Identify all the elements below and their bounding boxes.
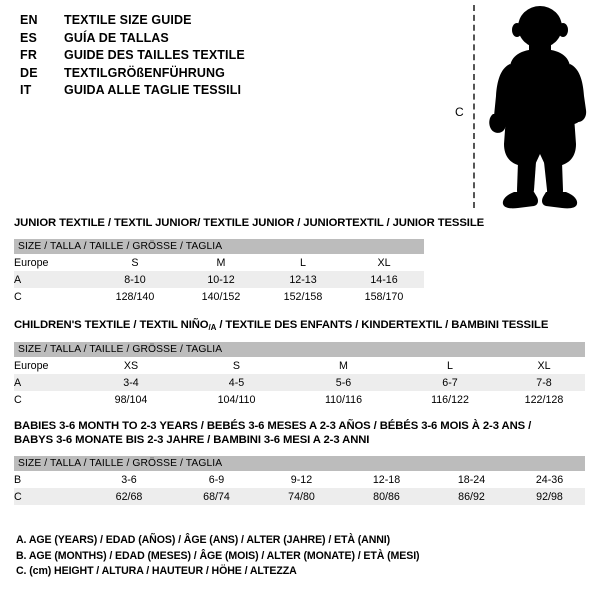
table-cell: 116/122 — [397, 391, 503, 408]
babies-size-table: SIZE / TALLA / TAILLE / GRÖSSE / TAGLIA … — [14, 456, 585, 505]
size-bar-row: SIZE / TALLA / TAILLE / GRÖSSE / TAGLIA — [14, 342, 585, 357]
size-bar-row: SIZE / TALLA / TAILLE / GRÖSSE / TAGLIA — [14, 239, 424, 254]
language-title: TEXTILE SIZE GUIDE — [64, 13, 192, 27]
language-title: TEXTILGRÖßENFÜHRUNG — [64, 65, 225, 80]
table-cell: 8-10 — [90, 271, 180, 288]
language-code: IT — [20, 83, 32, 97]
table-cell: S — [90, 254, 180, 271]
legend-line-c: C. (cm) HEIGHT / ALTURA / HAUTEUR / HÖHE… — [16, 565, 297, 577]
table-cell: 152/158 — [262, 288, 344, 305]
table-cell: 98/104 — [79, 391, 183, 408]
language-row: IT GUIDA ALLE TAGLIE TESSILI — [20, 83, 440, 101]
legend: A. AGE (YEARS) / EDAD (AÑOS) / ÂGE (ANS)… — [16, 533, 420, 580]
table-cell: XL — [503, 357, 585, 374]
table-row: A 8-10 10-12 12-13 14-16 — [14, 271, 424, 288]
table-cell: 6-7 — [397, 374, 503, 391]
language-title: GUÍA DE TALLAS — [64, 30, 169, 45]
table-cell: XL — [344, 254, 424, 271]
legend-line-b: B. AGE (MONTHS) / EDAD (MESES) / ÂGE (MO… — [16, 549, 420, 562]
table-row: A 3-4 4-5 5-6 6-7 7-8 — [14, 374, 585, 391]
table-cell: 110/116 — [290, 391, 397, 408]
height-illustration: C — [440, 0, 600, 215]
table-cell: 5-6 — [290, 374, 397, 391]
language-row: FR GUIDE DES TAILLES TEXTILE — [20, 48, 440, 66]
height-measure-dashed-line — [473, 5, 475, 208]
section-title-children-pre: CHILDREN'S TEXTILE / TEXTIL NIÑO — [14, 319, 209, 331]
table-cell: 18-24 — [429, 471, 514, 488]
table-cell: 14-16 — [344, 271, 424, 288]
table-cell: 86/92 — [429, 488, 514, 505]
table-cell: 12-13 — [262, 271, 344, 288]
section-title-babies-line1: BABIES 3-6 MONTH TO 2-3 YEARS / BEBÉS 3-… — [14, 420, 532, 432]
size-bar-row: SIZE / TALLA / TAILLE / GRÖSSE / TAGLIA — [14, 456, 585, 471]
section-title-junior: JUNIOR TEXTILE / TEXTIL JUNIOR/ TEXTILE … — [14, 217, 485, 229]
table-cell: L — [397, 357, 503, 374]
table-cell: M — [290, 357, 397, 374]
table-cell: 92/98 — [514, 488, 585, 505]
row-label: A — [14, 271, 90, 288]
size-bar-label: SIZE / TALLA / TAILLE / GRÖSSE / TAGLIA — [14, 342, 585, 357]
table-cell: 74/80 — [259, 488, 344, 505]
table-cell: 68/74 — [174, 488, 259, 505]
table-cell: 7-8 — [503, 374, 585, 391]
section-title-children: CHILDREN'S TEXTILE / TEXTIL NIÑO/A / TEX… — [14, 318, 585, 333]
table-cell: 158/170 — [344, 288, 424, 305]
section-title-children-sub: /A — [208, 323, 217, 332]
table-cell: 128/140 — [90, 288, 180, 305]
table-row: C 62/68 68/74 74/80 80/86 86/92 92/98 — [14, 488, 585, 505]
row-label: B — [14, 471, 84, 488]
section-childrens-textile: CHILDREN'S TEXTILE / TEXTIL NIÑO/A / TEX… — [14, 318, 585, 408]
legend-line-a: A. AGE (YEARS) / EDAD (AÑOS) / ÂGE (ANS)… — [16, 534, 391, 546]
table-row: Europe XS S M L XL — [14, 357, 585, 374]
table-cell: 62/68 — [84, 488, 174, 505]
table-cell: 6-9 — [174, 471, 259, 488]
baby-silhouette-icon — [489, 6, 587, 209]
language-row: EN TEXTILE SIZE GUIDE — [20, 13, 440, 31]
row-label: A — [14, 374, 79, 391]
row-label: Europe — [14, 357, 79, 374]
table-cell: 12-18 — [344, 471, 429, 488]
table-cell: 3-4 — [79, 374, 183, 391]
language-row: ES GUÍA DE TALLAS — [20, 31, 440, 49]
table-cell: XS — [79, 357, 183, 374]
children-size-table: SIZE / TALLA / TAILLE / GRÖSSE / TAGLIA … — [14, 342, 585, 408]
language-row: DE TEXTILGRÖßENFÜHRUNG — [20, 66, 440, 84]
row-label: Europe — [14, 254, 90, 271]
section-junior-textile: JUNIOR TEXTILE / TEXTIL JUNIOR/ TEXTILE … — [14, 216, 484, 305]
table-cell: 3-6 — [84, 471, 174, 488]
table-row: Europe S M L XL — [14, 254, 424, 271]
table-row: C 128/140 140/152 152/158 158/170 — [14, 288, 424, 305]
height-label-c: C — [455, 105, 464, 119]
language-code: DE — [20, 65, 38, 80]
language-code: FR — [20, 48, 38, 62]
table-cell: 104/110 — [183, 391, 290, 408]
size-bar-label: SIZE / TALLA / TAILLE / GRÖSSE / TAGLIA — [14, 239, 424, 254]
language-header: EN TEXTILE SIZE GUIDE ES GUÍA DE TALLAS … — [20, 13, 440, 101]
language-title: GUIDA ALLE TAGLIE TESSILI — [64, 83, 242, 97]
table-cell: M — [180, 254, 262, 271]
table-cell: S — [183, 357, 290, 374]
table-cell: 140/152 — [180, 288, 262, 305]
row-label: C — [14, 288, 90, 305]
junior-size-table: SIZE / TALLA / TAILLE / GRÖSSE / TAGLIA … — [14, 239, 424, 305]
section-title-babies-line2: BABYS 3-6 MONATE BIS 2-3 JAHRE / BAMBINI… — [14, 434, 370, 446]
table-cell: 24-36 — [514, 471, 585, 488]
row-label: C — [14, 488, 84, 505]
table-cell: 9-12 — [259, 471, 344, 488]
section-babies-textile: BABIES 3-6 MONTH TO 2-3 YEARS / BEBÉS 3-… — [14, 419, 585, 505]
language-code: EN — [20, 13, 38, 27]
table-cell: 80/86 — [344, 488, 429, 505]
table-cell: 122/128 — [503, 391, 585, 408]
size-bar-label: SIZE / TALLA / TAILLE / GRÖSSE / TAGLIA — [14, 456, 585, 471]
language-title: GUIDE DES TAILLES TEXTILE — [64, 48, 245, 62]
section-title-children-post: / TEXTILE DES ENFANTS / KINDERTEXTIL / B… — [216, 319, 549, 331]
row-label: C — [14, 391, 79, 408]
table-cell: L — [262, 254, 344, 271]
language-code: ES — [20, 30, 38, 45]
table-cell: 4-5 — [183, 374, 290, 391]
table-row: B 3-6 6-9 9-12 12-18 18-24 24-36 — [14, 471, 585, 488]
table-cell: 10-12 — [180, 271, 262, 288]
table-row: C 98/104 104/110 110/116 116/122 122/128 — [14, 391, 585, 408]
